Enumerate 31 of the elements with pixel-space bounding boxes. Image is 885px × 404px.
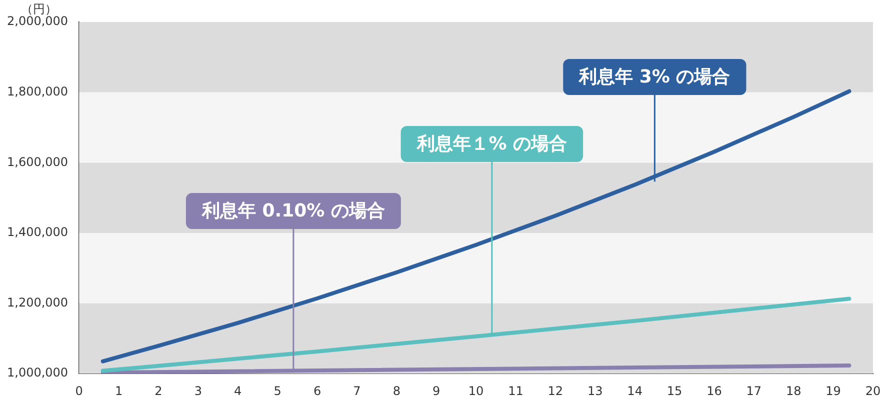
x-tick-label: 0 [75, 384, 83, 398]
y-tick-label: 2,000,000 [6, 14, 68, 28]
x-tick-label: 2 [154, 384, 162, 398]
x-tick-label: 1 [114, 384, 123, 398]
x-tick-label: 17 [746, 384, 762, 398]
x-tick-label: 10 [468, 384, 484, 398]
x-tick-label: 15 [666, 384, 682, 398]
x-tick-label: 16 [706, 384, 722, 398]
x-tick-label: 3 [194, 384, 202, 398]
x-tick-label: 5 [274, 384, 282, 398]
x-tick-label: 12 [548, 384, 564, 398]
y-tick-label: 1,200,000 [6, 295, 68, 310]
x-tick-label: 14 [627, 384, 642, 398]
y-tick-label: 1,800,000 [6, 84, 68, 98]
annotation: 利息年１% の場合 [416, 134, 568, 155]
x-tick-label: 20 [865, 384, 881, 398]
y-tick-label: 1,600,000 [6, 154, 68, 169]
x-tick-label: 7 [353, 384, 361, 398]
x-tick-label: 11 [508, 384, 524, 398]
x-tick-label: 9 [432, 384, 440, 398]
y-tick-label: 1,400,000 [6, 225, 68, 240]
x-tick-label: 6 [313, 384, 322, 398]
x-tick-label: 4 [234, 384, 242, 398]
x-tick-label: 8 [392, 384, 400, 398]
annotation: 利息年 3% の場合 [578, 66, 730, 88]
x-tick-label: 18 [786, 384, 802, 398]
x-tick-label: 19 [826, 384, 841, 398]
y-axis-title: （円） [21, 2, 58, 16]
annotation: 利息年 0.10% の場合 [200, 200, 385, 222]
x-tick-label: 13 [587, 384, 603, 398]
y-tick-label: 1,000,000 [6, 366, 68, 380]
